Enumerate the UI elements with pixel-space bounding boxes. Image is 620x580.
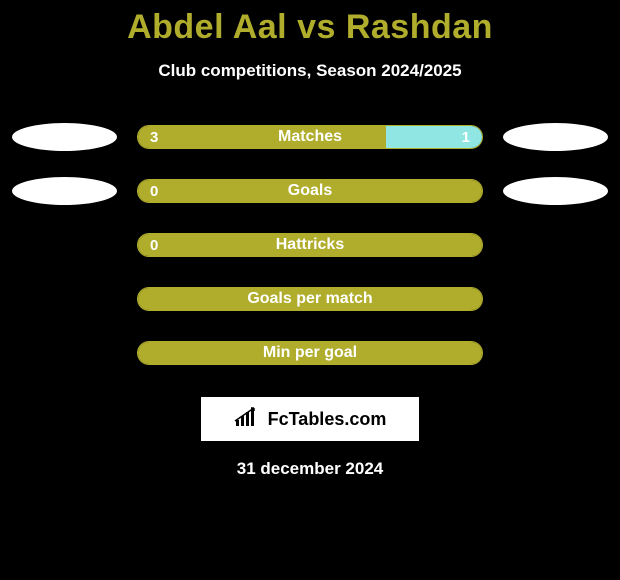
stat-value-left: 0 [150,234,158,256]
stat-label: Matches [138,126,482,148]
subtitle: Club competitions, Season 2024/2025 [0,61,620,81]
stat-bar: Min per goal [137,341,483,365]
comparison-card: Abdel Aal vs Rashdan Club competitions, … [0,0,620,479]
chart-bars-icon [234,406,262,433]
player-left-ellipse [12,177,117,205]
stats-rows: Matches31Goals0Hattricks0Goals per match… [0,123,620,367]
page-title: Abdel Aal vs Rashdan [0,8,620,47]
stat-row: Matches3 1 [0,123,620,151]
stat-value-right: 1 [462,126,470,148]
branding-box: FcTables.com [201,397,419,441]
stat-bar: Goals per match [137,287,483,311]
stat-label: Hattricks [138,234,482,256]
stat-row: Goals0 [0,177,620,205]
stat-bar: Hattricks0 [137,233,483,257]
stat-label: Goals [138,180,482,202]
stat-bar: Matches3 1 [137,125,483,149]
date-text: 31 december 2024 [0,459,620,479]
branding-text: FcTables.com [268,409,387,430]
player-right-ellipse [503,123,608,151]
stat-row: Hattricks0 [0,231,620,259]
player-right-ellipse [503,177,608,205]
stat-row: Goals per match [0,285,620,313]
stat-bar: Goals0 [137,179,483,203]
stat-value-left: 3 [150,126,158,148]
stat-row: Min per goal [0,339,620,367]
stat-label: Goals per match [138,288,482,310]
stat-value-left: 0 [150,180,158,202]
player-left-ellipse [12,123,117,151]
stat-label: Min per goal [138,342,482,364]
